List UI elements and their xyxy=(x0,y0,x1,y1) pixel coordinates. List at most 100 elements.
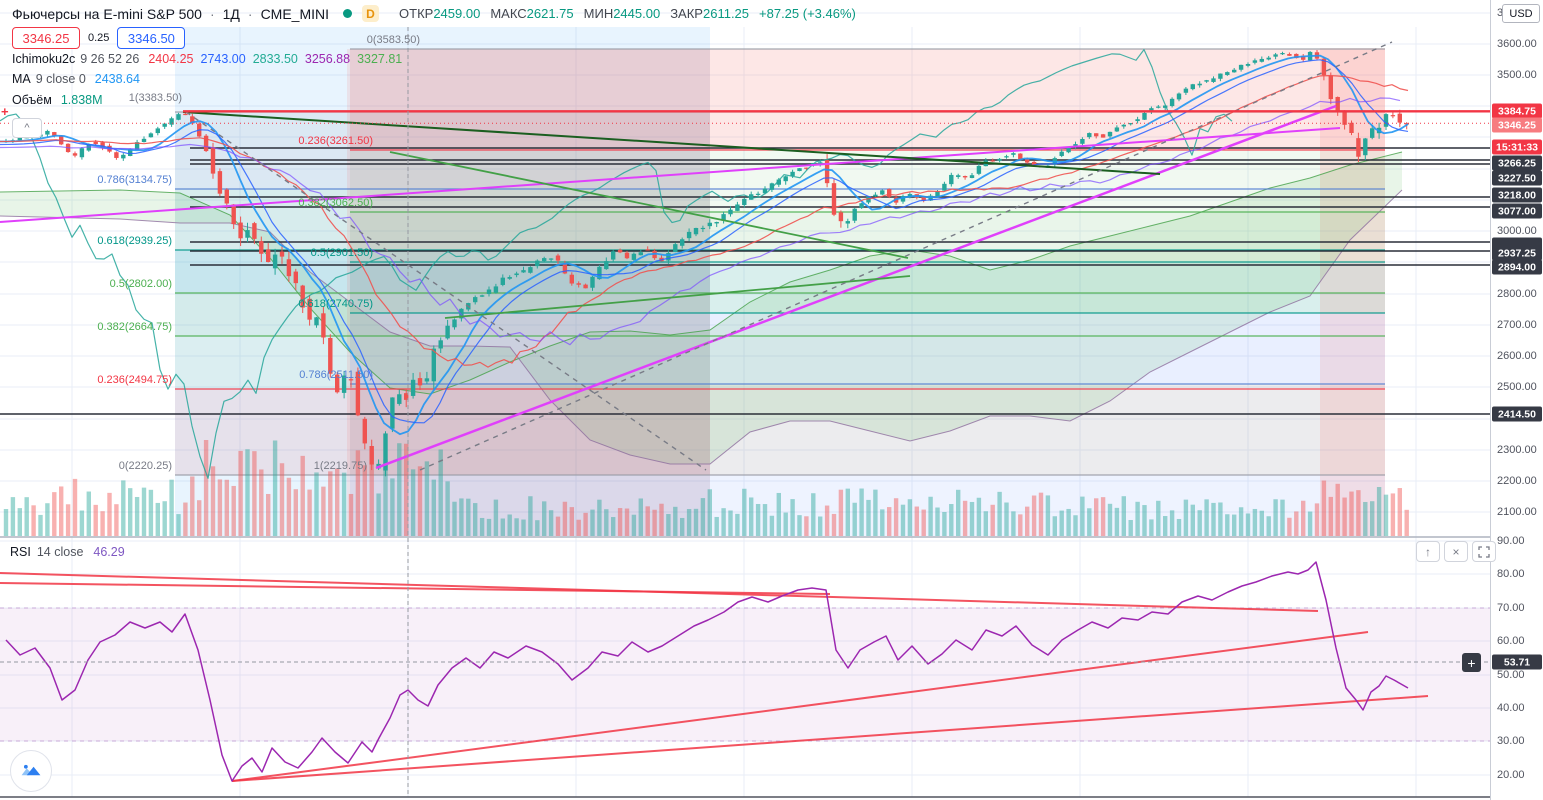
ohlc-item: МАКС2621.75 xyxy=(490,6,574,21)
fib-label[interactable]: 0.5(2802.00) xyxy=(109,278,172,290)
price-badge: 15:31:33 xyxy=(1492,139,1542,155)
sell-button[interactable]: 3346.25 xyxy=(12,27,80,49)
ichimoku-name[interactable]: Ichimoku2c xyxy=(12,52,76,66)
currency-toggle-button[interactable]: USD xyxy=(1502,4,1540,23)
rsi-pane xyxy=(0,561,1490,782)
ichimoku-value: 2404.25 xyxy=(148,52,194,66)
axis-tick: 2800.00 xyxy=(1497,288,1537,300)
exchange-label[interactable]: CME_MINI xyxy=(260,5,330,22)
ma-value: 2438.64 xyxy=(94,72,140,86)
ma-params: 9 close 0 xyxy=(35,72,86,86)
axis-tick: 50.00 xyxy=(1497,669,1525,681)
rsi-name[interactable]: RSI xyxy=(10,545,31,559)
trend-lines[interactable] xyxy=(0,41,1393,471)
price-badge: 3266.25 xyxy=(1492,155,1542,171)
price-badge: 53.71 xyxy=(1492,654,1542,670)
volume-name[interactable]: Объём xyxy=(12,93,52,107)
ichimoku-params: 9 26 52 26 xyxy=(80,52,140,66)
rsi-legend[interactable]: RSI 14 close 46.29 xyxy=(10,545,125,559)
key-level-lines[interactable] xyxy=(0,147,1490,415)
axis-tick: 20.00 xyxy=(1497,769,1525,781)
ohlc-item: МИН2445.00 xyxy=(583,6,661,21)
price-badge: 3384.75 xyxy=(1492,103,1542,119)
ohlc-values: ОТКР2459.00 МАКС2621.75 МИН2445.00 ЗАКР2611… xyxy=(399,6,856,21)
fib-label[interactable]: 0.618(2939.25) xyxy=(97,235,172,247)
ichimoku-value: 3256.88 xyxy=(304,52,351,66)
axis-tick: 40.00 xyxy=(1497,702,1525,714)
tradingview-logo-icon[interactable] xyxy=(10,750,52,792)
interval-badge[interactable]: D xyxy=(362,5,380,22)
fib-label[interactable]: 1(3383.50) xyxy=(128,92,182,104)
axis-tick: 2500.00 xyxy=(1497,381,1537,393)
price-badge: 2414.50 xyxy=(1492,406,1542,422)
axis-tick: 70.00 xyxy=(1497,602,1525,614)
price-alert-marker[interactable]: + xyxy=(1,104,9,119)
axis-tick: 3500.00 xyxy=(1497,69,1537,81)
maximize-pane-button[interactable] xyxy=(1472,541,1496,562)
axis-tick: 2600.00 xyxy=(1497,350,1537,362)
axis-tick: 2100.00 xyxy=(1497,506,1537,518)
ma-legend[interactable]: MA 9 close 0 2438.64 xyxy=(12,72,140,86)
rsi-params: 14 close xyxy=(36,545,84,559)
interval-label[interactable]: 1Д xyxy=(222,5,240,22)
fib-label[interactable]: 0(3583.50) xyxy=(366,34,420,46)
collapse-legend-button[interactable]: ^ xyxy=(12,118,42,138)
price-axis[interactable]: 3700.003600.003500.003000.002800.002700.… xyxy=(1490,0,1543,800)
fib-zone-fills xyxy=(175,49,1385,536)
spread-value: 0.25 xyxy=(88,32,110,44)
axis-tick: 2700.00 xyxy=(1497,319,1537,331)
close-pane-button[interactable]: × xyxy=(1444,541,1468,562)
separator: · xyxy=(247,5,253,22)
chart-canvas[interactable] xyxy=(0,0,1490,800)
axis-tick: 3000.00 xyxy=(1497,225,1537,237)
axis-tick: 2300.00 xyxy=(1497,444,1537,456)
fib-label[interactable]: 0.786(3134.75) xyxy=(97,174,172,186)
price-badge: 3077.00 xyxy=(1492,203,1542,219)
fib-label[interactable]: 0.382(2664.75) xyxy=(97,321,172,333)
fib-label[interactable]: 0.618(2740.75) xyxy=(298,298,373,310)
rsi-pane-buttons: ↑ × xyxy=(1416,541,1496,562)
symbol-legend[interactable]: Фьючерсы на E-mini S&P 500 · 1Д · CME_MI… xyxy=(12,5,856,22)
buy-button[interactable]: 3346.50 xyxy=(117,27,186,49)
mountain-logo-icon xyxy=(21,764,41,776)
fib-label[interactable]: 0.236(2494.75) xyxy=(97,374,172,386)
price-badge: 2894.00 xyxy=(1492,259,1542,275)
ma-name[interactable]: MA xyxy=(12,72,31,86)
fib-label[interactable]: 0.786(2511.50) xyxy=(299,369,373,381)
fib-label[interactable]: 0.382(3062.50) xyxy=(298,197,373,209)
price-badge: 2937.25 xyxy=(1492,245,1542,261)
ichimoku-value: 3327.81 xyxy=(357,52,403,66)
move-pane-up-button[interactable]: ↑ xyxy=(1416,541,1440,562)
ichimoku-legend[interactable]: Ichimoku2c 9 26 52 26 2404.25 2743.00 2833… xyxy=(12,52,402,66)
axis-tick: 30.00 xyxy=(1497,735,1525,747)
market-status-icon xyxy=(343,9,353,18)
volume-legend[interactable]: Объём 1.838M xyxy=(12,93,103,107)
axis-tick: 2200.00 xyxy=(1497,475,1537,487)
trade-widget: 3346.25 0.25 3346.50 xyxy=(12,27,186,49)
change-value: +87.25 (+3.46%) xyxy=(759,6,856,21)
axis-tick: 60.00 xyxy=(1497,635,1525,647)
ohlc-item: ЗАКР2611.25 xyxy=(670,6,750,21)
symbol-title[interactable]: Фьючерсы на E-mini S&P 500 xyxy=(12,5,202,22)
crosshair-plus-badge[interactable]: + xyxy=(1462,653,1481,672)
ohlc-item: ОТКР2459.00 xyxy=(399,6,481,21)
ichimoku-value: 2833.50 xyxy=(252,52,298,66)
ichimoku-values: 2404.25 2743.00 2833.50 3256.88 3327.81 xyxy=(148,52,402,66)
separator: · xyxy=(209,5,215,22)
rsi-line xyxy=(5,561,1409,782)
fib-label[interactable]: 1(2219.75) xyxy=(313,460,367,472)
axis-tick: 80.00 xyxy=(1497,568,1525,580)
fib-label[interactable]: 0.236(3261.50) xyxy=(298,135,373,147)
price-badge xyxy=(1492,237,1542,249)
price-badge: 3218.00 xyxy=(1492,187,1542,203)
fib-label[interactable]: 0.5(2901.50) xyxy=(310,247,373,259)
fib-level-lines[interactable] xyxy=(175,48,1385,476)
volume-bars xyxy=(3,440,1409,536)
volume-value: 1.838M xyxy=(60,93,103,107)
maximize-icon xyxy=(1478,545,1490,558)
fib-label[interactable]: 0(2220.25) xyxy=(118,460,172,472)
axis-tick: 3600.00 xyxy=(1497,38,1537,50)
price-badge: 3346.25 xyxy=(1492,117,1542,133)
